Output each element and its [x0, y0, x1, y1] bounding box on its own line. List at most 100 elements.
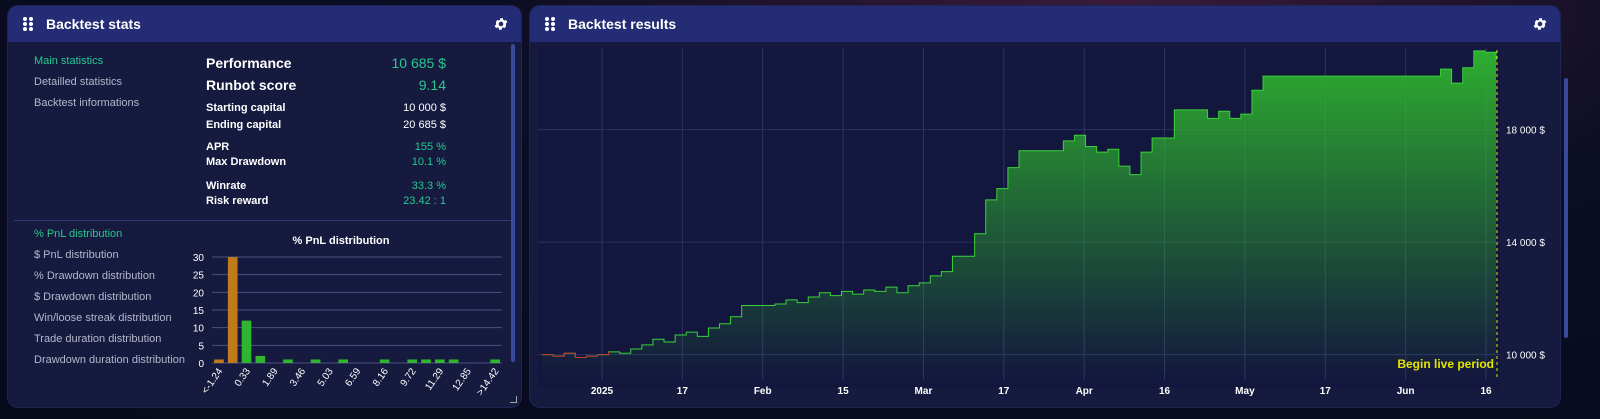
histogram-bar	[283, 359, 293, 363]
nav-usd-drawdown-distribution[interactable]: $ Drawdown distribution	[34, 291, 152, 303]
stat-label: Starting capital	[206, 102, 286, 114]
nav-streak-distribution[interactable]: Win/loose streak distribution	[34, 312, 172, 324]
histogram-xtick: >14.42	[475, 366, 502, 398]
stat-label: Ending capital	[206, 119, 282, 131]
stat-value: 20 685 $	[403, 119, 446, 131]
stat-risk-reward: Risk reward 23.42 : 1	[206, 195, 446, 207]
histogram-bar	[255, 355, 266, 363]
stat-value: 23.42 : 1	[403, 195, 446, 207]
stat-value: 9.14	[418, 77, 446, 93]
histogram-bar	[227, 257, 238, 363]
stats-panel-title: Backtest stats	[46, 16, 141, 32]
drag-handle-icon[interactable]	[545, 17, 555, 31]
chart-ytick: 14 000 $	[1506, 238, 1545, 249]
stat-label: Max Drawdown	[206, 156, 287, 168]
distribution-nav: % PnL distribution $ PnL distribution % …	[34, 224, 185, 371]
nav-pct-drawdown-distribution[interactable]: % Drawdown distribution	[34, 270, 156, 282]
nav-detailled-statistics[interactable]: Detailled statistics	[34, 76, 123, 88]
stat-label: Risk reward	[206, 195, 269, 207]
stats-nav-top: Main statistics Detailled statistics Bac…	[34, 51, 139, 114]
chart-xtick: 15	[838, 386, 850, 397]
stat-label: APR	[206, 141, 230, 153]
drag-handle-icon[interactable]	[23, 17, 33, 31]
nav-backtest-informations[interactable]: Backtest informations	[34, 97, 140, 109]
stat-runbot-score: Runbot score 9.14	[206, 77, 446, 93]
histogram-bar	[310, 359, 321, 363]
histogram-ytick: 25	[193, 271, 205, 282]
stat-winrate: Winrate 33.3 %	[206, 180, 446, 192]
results-scrollbar[interactable]	[1564, 78, 1568, 338]
histogram-title: % PnL distribution	[293, 235, 390, 247]
nav-main-statistics[interactable]: Main statistics	[34, 55, 104, 67]
histogram-bar	[435, 359, 445, 363]
resize-handle[interactable]	[510, 396, 517, 403]
results-panel-title: Backtest results	[568, 16, 677, 32]
chart-xtick: Feb	[754, 386, 772, 397]
chart-ytick: 10 000 $	[1506, 351, 1545, 362]
histogram-ytick: 20	[193, 288, 205, 299]
histogram-ytick: 10	[193, 324, 205, 335]
histogram-xtick: 9.72	[399, 366, 419, 389]
nav-pct-pnl-distribution[interactable]: % PnL distribution	[34, 228, 123, 240]
results-panel-header: Backtest results	[530, 6, 1560, 42]
histogram-xtick: 5.03	[316, 366, 336, 389]
section-divider	[14, 220, 515, 221]
histogram-xtick: <-1.24	[200, 366, 226, 396]
chart-xtick: 17	[677, 386, 689, 397]
histogram-bar	[490, 359, 500, 363]
histogram-xtick: 12.85	[451, 366, 475, 393]
stat-label: Winrate	[206, 180, 247, 192]
histogram-ytick: 5	[198, 341, 204, 352]
histogram-bar	[214, 359, 224, 363]
histogram-bar	[421, 359, 431, 363]
stat-label: Performance	[206, 55, 292, 71]
histogram-xtick: 3.46	[288, 366, 308, 389]
stat-apr: APR 155 %	[206, 141, 446, 153]
histogram-xtick: 8.16	[371, 366, 391, 389]
chart-xtick: 17	[998, 386, 1010, 397]
histogram-ytick: 0	[198, 359, 204, 370]
histogram-xtick: 6.59	[343, 366, 363, 389]
stat-value: 155 %	[414, 141, 446, 153]
stat-ending-capital: Ending capital 20 685 $	[206, 119, 446, 131]
stats-scrollbar[interactable]	[511, 44, 515, 362]
stat-value: 10 000 $	[403, 102, 446, 114]
chart-xtick: 16	[1480, 386, 1492, 397]
stat-starting-capital: Starting capital 10 000 $	[206, 102, 446, 114]
equity-area	[542, 50, 1496, 380]
live-period-label: Begin live period	[1397, 357, 1494, 371]
equity-line	[542, 50, 1497, 358]
histogram-ytick: 30	[193, 253, 205, 264]
chart-xtick: Apr	[1076, 386, 1093, 397]
chart-ytick: 18 000 $	[1506, 126, 1545, 137]
chart-xtick: 16	[1159, 386, 1171, 397]
chart-xtick: 2025	[591, 386, 614, 397]
histogram-ytick: 15	[193, 306, 205, 317]
stats-panel-header: Backtest stats	[8, 6, 521, 42]
histogram-bar	[407, 359, 418, 363]
stat-performance: Performance 10 685 $	[206, 55, 446, 71]
equity-chart: Begin live period 2025 17 Feb 15 Mar 17 Apr 16 M…	[538, 48, 1545, 397]
histogram-xtick: 11.29	[423, 366, 446, 393]
histogram-bar	[338, 359, 349, 363]
nav-trade-duration-distribution[interactable]: Trade duration distribution	[34, 333, 162, 345]
stat-value: 33.3 %	[411, 180, 446, 192]
stat-label: Runbot score	[206, 77, 297, 93]
chart-xtick: Mar	[915, 386, 933, 397]
gear-icon[interactable]	[493, 16, 509, 32]
chart-xtick: May	[1235, 386, 1255, 397]
histogram-bar	[448, 359, 459, 363]
backtest-stats-panel: Backtest stats Main statistics Detailled…	[8, 6, 521, 407]
histogram-xtick: 0.33	[233, 366, 253, 389]
chart-xtick: Jun	[1397, 386, 1415, 397]
gear-icon[interactable]	[1532, 16, 1548, 32]
histogram-xtick: 1.89	[260, 366, 280, 389]
drawdown-segment	[542, 351, 610, 358]
nav-usd-pnl-distribution[interactable]: $ PnL distribution	[34, 249, 119, 261]
pnl-histogram: % PnL distribution 0 5 10 15 20 25 30 <-1.24 0.…	[193, 235, 502, 398]
stat-max-drawdown: Max Drawdown 10.1 %	[206, 156, 446, 168]
histogram-bar	[379, 359, 390, 363]
nav-drawdown-duration-distribution[interactable]: Drawdown duration distribution	[34, 354, 186, 366]
histogram-bar	[241, 320, 252, 363]
stat-value: 10 685 $	[391, 55, 447, 71]
